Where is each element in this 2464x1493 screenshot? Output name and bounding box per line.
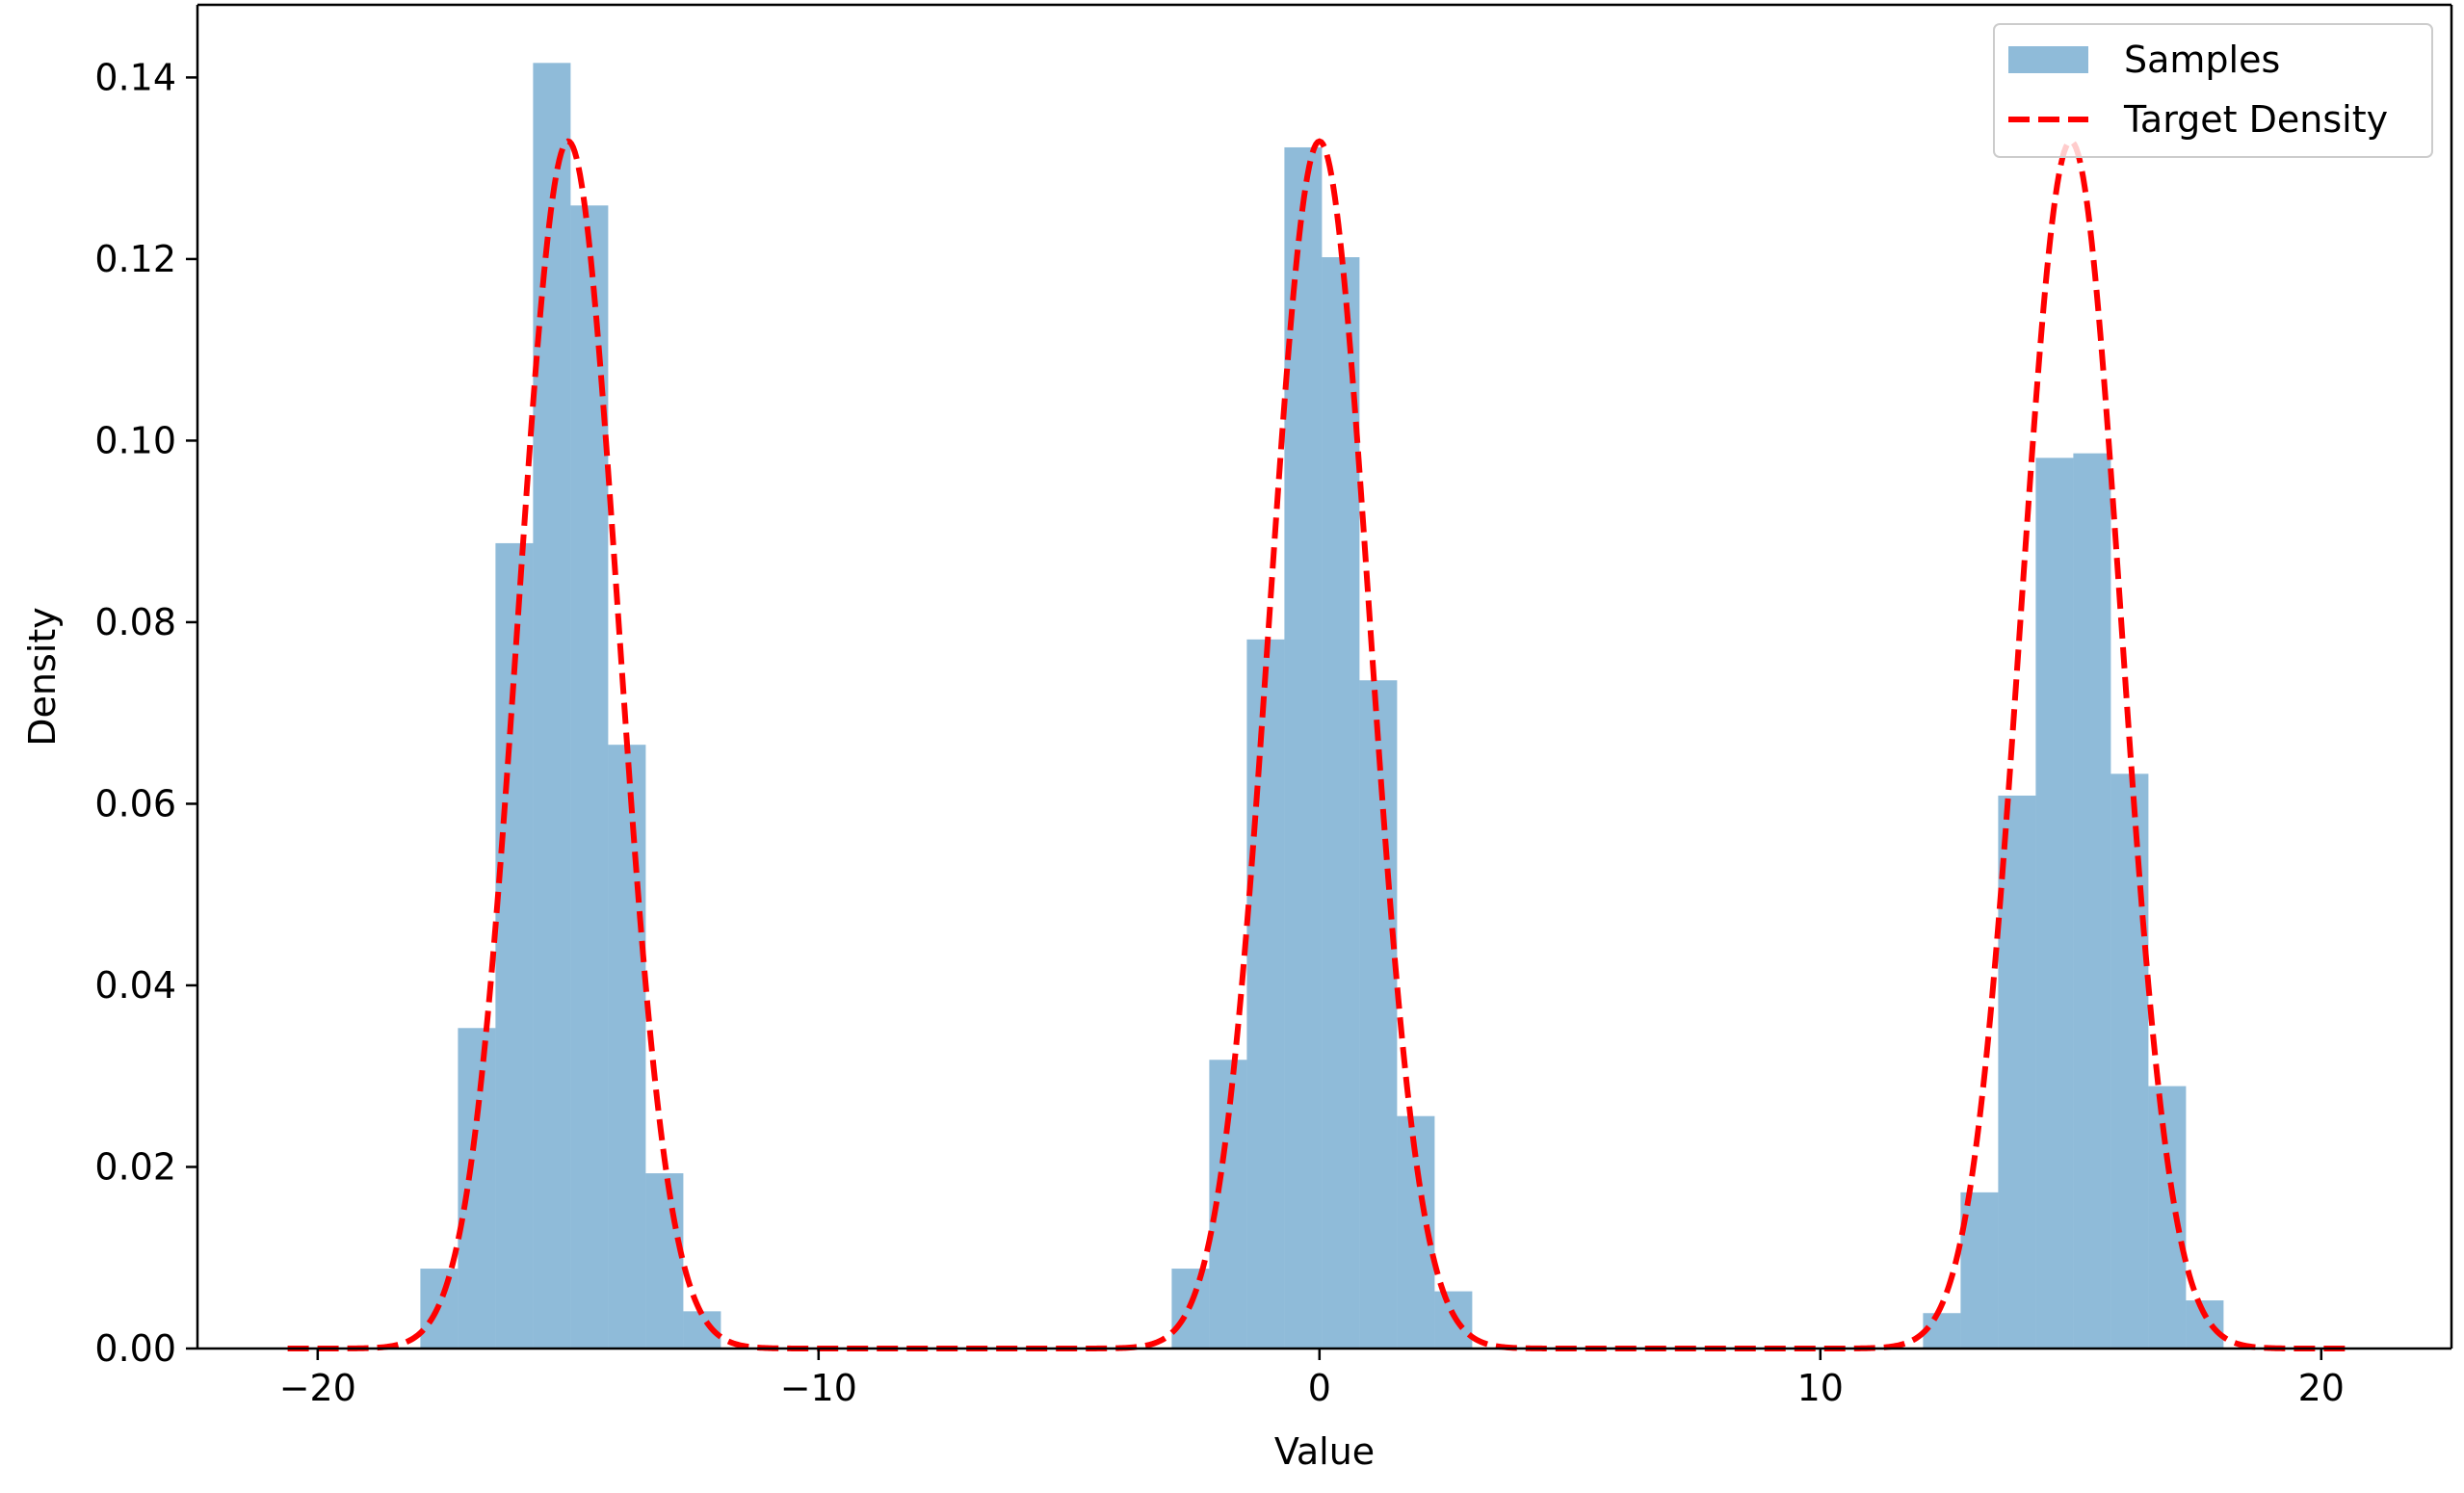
y-tick-label: 0.08 xyxy=(94,601,176,643)
y-axis-label: Density xyxy=(21,607,64,746)
legend-samples-swatch xyxy=(2008,46,2088,73)
histogram-bar xyxy=(2110,773,2149,1349)
x-tick-label: 20 xyxy=(2298,1367,2345,1409)
x-axis-label: Value xyxy=(1274,1430,1375,1473)
x-tick-label: 0 xyxy=(1308,1367,1331,1409)
histogram-bar xyxy=(1246,639,1285,1349)
x-tick-label: −20 xyxy=(279,1367,356,1409)
histogram-bar xyxy=(1998,795,2036,1349)
histogram-bar xyxy=(1923,1313,1961,1349)
y-axis-ticks: 0.00 0.02 0.04 0.06 0.08 0.10 0.12 0.14 xyxy=(94,56,197,1370)
histogram-bar xyxy=(533,63,571,1349)
y-tick-label: 0.10 xyxy=(94,419,176,461)
y-tick-label: 0.06 xyxy=(94,782,176,825)
histogram-bar xyxy=(2148,1086,2187,1349)
histogram-bars xyxy=(420,63,2224,1349)
target-density-curve xyxy=(287,138,2351,1351)
histogram-bar xyxy=(608,745,646,1349)
x-tick-label: −10 xyxy=(780,1367,857,1409)
y-tick-label: 0.00 xyxy=(94,1327,176,1370)
legend: Samples Target Density xyxy=(1993,23,2433,158)
y-tick-label: 0.04 xyxy=(94,964,176,1007)
y-tick-label: 0.12 xyxy=(94,238,176,280)
legend-samples-label: Samples xyxy=(2124,39,2280,81)
y-tick-label: 0.14 xyxy=(94,56,176,98)
histogram-bar xyxy=(2186,1300,2224,1349)
x-axis-ticks: −20 −10 0 10 20 xyxy=(279,1349,2345,1409)
histogram-bar xyxy=(645,1173,684,1349)
x-tick-label: 10 xyxy=(1797,1367,1844,1409)
histogram-bar xyxy=(1359,680,1398,1349)
legend-target-density-label: Target Density xyxy=(2123,98,2388,141)
histogram-bar xyxy=(2073,453,2111,1349)
histogram-bar xyxy=(2035,458,2074,1349)
histogram-bar xyxy=(495,542,534,1349)
target-density-line xyxy=(287,138,2351,1351)
histogram-bar xyxy=(458,1028,496,1349)
axes xyxy=(196,3,2453,1350)
legend-box xyxy=(1993,23,2433,158)
y-tick-label: 0.02 xyxy=(94,1145,176,1188)
histogram-bar xyxy=(1322,257,1360,1349)
